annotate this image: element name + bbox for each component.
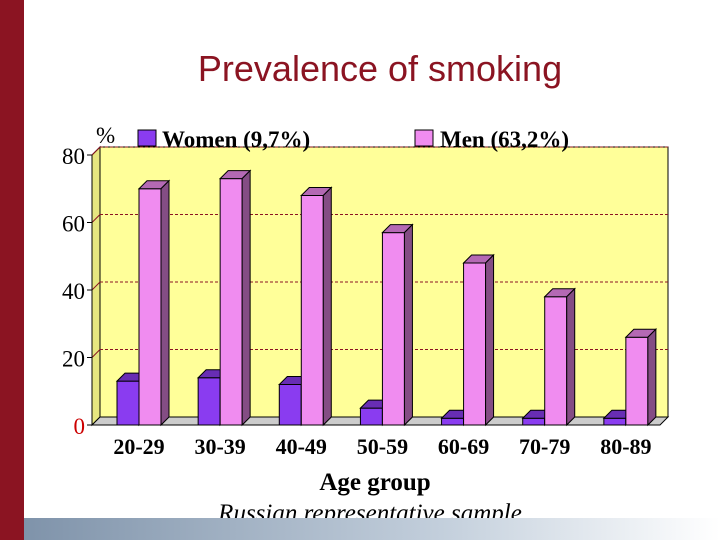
bar-side [241,169,251,427]
bar-side [647,328,657,427]
bar-men-20-29 [137,179,171,427]
bar-front [381,232,405,426]
bar-men-70-79 [543,287,576,427]
legend: Women (9,7%) Men (63,2%) [137,127,569,152]
gridline-side [91,146,101,156]
x-tick-label: 50-59 [357,434,408,459]
bar-side [566,287,576,427]
bars [115,169,658,427]
y-tick-label: 60 [62,212,85,237]
slide-title: Prevalence of smoking [197,48,563,89]
bar-front [603,417,627,426]
bar-side [160,179,170,427]
bar-front [463,262,487,426]
gridline-side [91,214,101,223]
bar-side [403,223,413,427]
axis-labels: 0 20 40 60 80% 20-29 30-39 40-49 50-59 60-69 70-79… [62,123,652,496]
legend-label: Men (63,2%) [440,127,569,152]
bar-men-50-59 [381,223,414,427]
legend-swatch [414,129,434,147]
legend-label: Women (9,7%) [162,127,310,152]
bar-front [138,188,162,426]
bar-front [441,417,465,426]
gridline-side [91,281,101,291]
left-accent-bar [0,0,24,540]
x-tick-label: 30-39 [194,434,245,459]
bar-men-30-39 [218,169,252,427]
y-tick-label: 20 [62,347,85,372]
bar-front [300,195,324,426]
bar-men-80-89 [624,328,658,427]
bar-front [544,296,568,426]
bar-front [197,377,221,426]
bar-front [625,336,649,426]
plot-area [87,145,670,427]
legend-swatch [137,129,157,147]
x-tick-label: 60-69 [438,434,489,459]
x-axis-label: Age group [319,469,430,496]
bar-front [219,178,243,426]
x-tick-label: 70-79 [519,434,570,459]
bar-side [322,186,332,427]
x-tick-label: 20-29 [113,434,164,459]
bar-front [522,417,546,426]
y-tick-label: 0 [74,414,86,439]
bar-men-40-49 [300,186,333,427]
bar-front [359,407,383,426]
x-tick-label: 40-49 [276,434,327,459]
gridline-side [91,349,101,358]
bar-men-60-69 [462,253,495,427]
y-tick-label: 80 [62,144,85,169]
x-tick-label: 80-89 [600,434,651,459]
bar-side [485,253,495,427]
bar-front [116,380,140,426]
bar-front [278,384,302,426]
y-axis-label: % [96,123,115,148]
bottom-decor-bar [24,518,720,540]
y-tick-label: 40 [62,279,85,304]
